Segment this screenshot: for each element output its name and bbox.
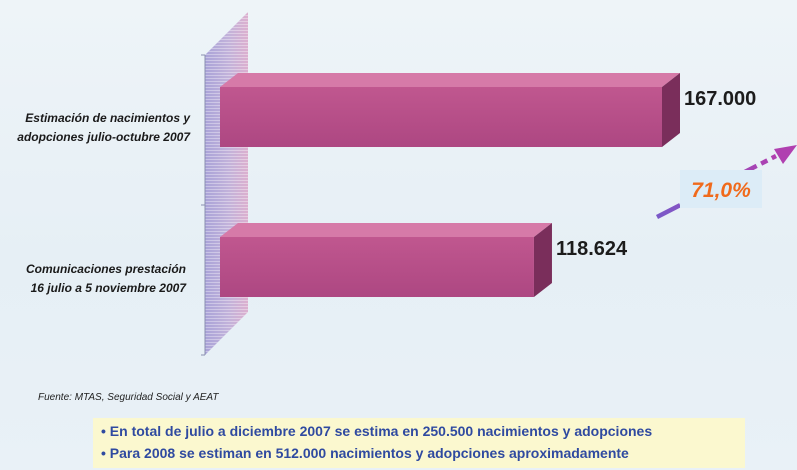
value-label-2: 118.624 — [556, 238, 628, 260]
chart-back-wall-texture — [205, 12, 248, 355]
bar-front-face — [220, 237, 534, 297]
category-label-2-line-1: Comunicaciones prestación — [26, 262, 186, 276]
value-label-1: 167.000 — [684, 88, 756, 110]
bar-top-face — [220, 223, 552, 237]
bar-side-face — [662, 73, 680, 147]
source-note: Fuente: MTAS, Seguridad Social y AEAT — [38, 392, 219, 403]
bar-top-face — [220, 73, 680, 87]
category-label-1-line-1: Estimación de nacimientos y — [25, 111, 191, 125]
bar-side-face — [533, 223, 552, 297]
bar-front-face — [220, 87, 662, 147]
category-labels: Estimación de nacimientos y adopciones ju… — [17, 111, 191, 295]
category-label-2-line-2: 16 julio a 5 noviembre 2007 — [31, 281, 188, 295]
percentage-highlight — [680, 170, 762, 208]
percentage-annotation: 71,0% — [691, 179, 751, 202]
note-line-1: • En total de julio a diciembre 2007 se … — [101, 423, 653, 439]
bars-group — [220, 73, 680, 297]
category-label-1-line-2: adopciones julio-octubre 2007 — [17, 130, 191, 144]
value-labels: 167.000 118.624 — [556, 88, 756, 260]
bar-2 — [220, 223, 552, 297]
bar-1 — [220, 73, 680, 147]
note-line-2: • Para 2008 se estiman en 512.000 nacimi… — [101, 445, 629, 461]
notes-box: • En total de julio a diciembre 2007 se … — [93, 418, 745, 468]
